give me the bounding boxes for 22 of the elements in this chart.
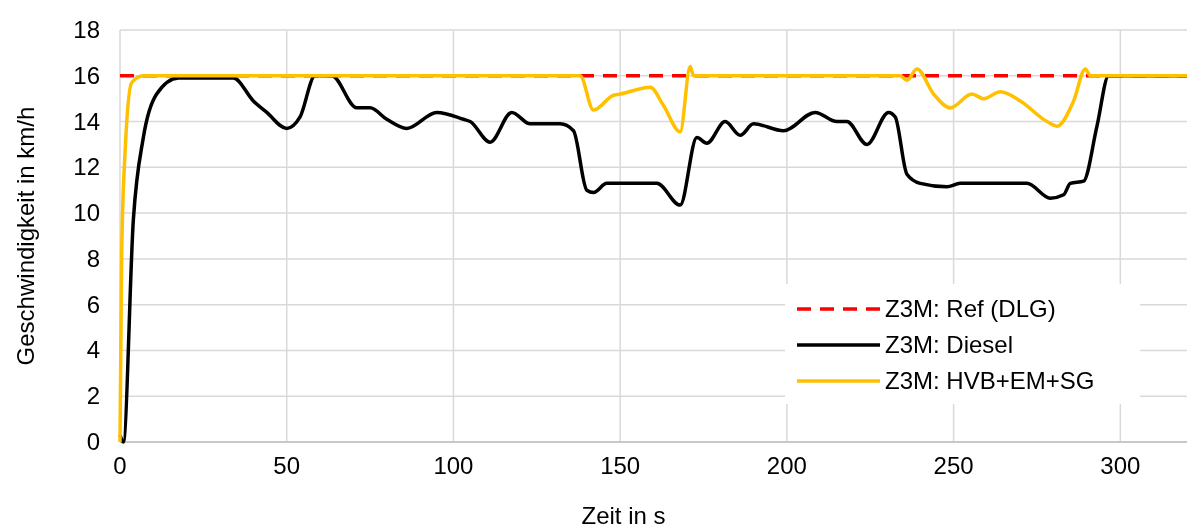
y-tick-label: 6 — [86, 290, 100, 318]
x-tick-label: 100 — [433, 452, 474, 479]
y-tick-label: 12 — [73, 153, 100, 181]
y-tick-label: 2 — [86, 382, 100, 410]
x-tick-label: 150 — [600, 452, 641, 479]
y-axis-title: Geschwindigkeit in km/h — [12, 106, 39, 366]
x-tick-label: 250 — [933, 452, 974, 479]
y-tick-label: 8 — [86, 244, 100, 272]
y-tick-label: 10 — [73, 199, 100, 227]
y-tick-label: 18 — [73, 16, 100, 43]
x-tick-label: 50 — [273, 452, 301, 479]
y-tick-label: 16 — [73, 61, 100, 89]
y-tick-label: 4 — [86, 336, 100, 364]
x-tick-label: 200 — [766, 452, 807, 479]
x-tick-label: 0 — [113, 452, 127, 479]
x-tick-label: 300 — [1100, 452, 1141, 479]
legend-label: Z3M: Ref (DLG) — [885, 295, 1056, 322]
y-tick-label: 14 — [73, 107, 100, 135]
legend-label: Z3M: HVB+EM+SG — [885, 367, 1095, 394]
x-axis-title: Zeit in s — [581, 502, 666, 529]
legend-label: Z3M: Diesel — [885, 331, 1014, 358]
y-tick-label: 0 — [86, 428, 100, 455]
